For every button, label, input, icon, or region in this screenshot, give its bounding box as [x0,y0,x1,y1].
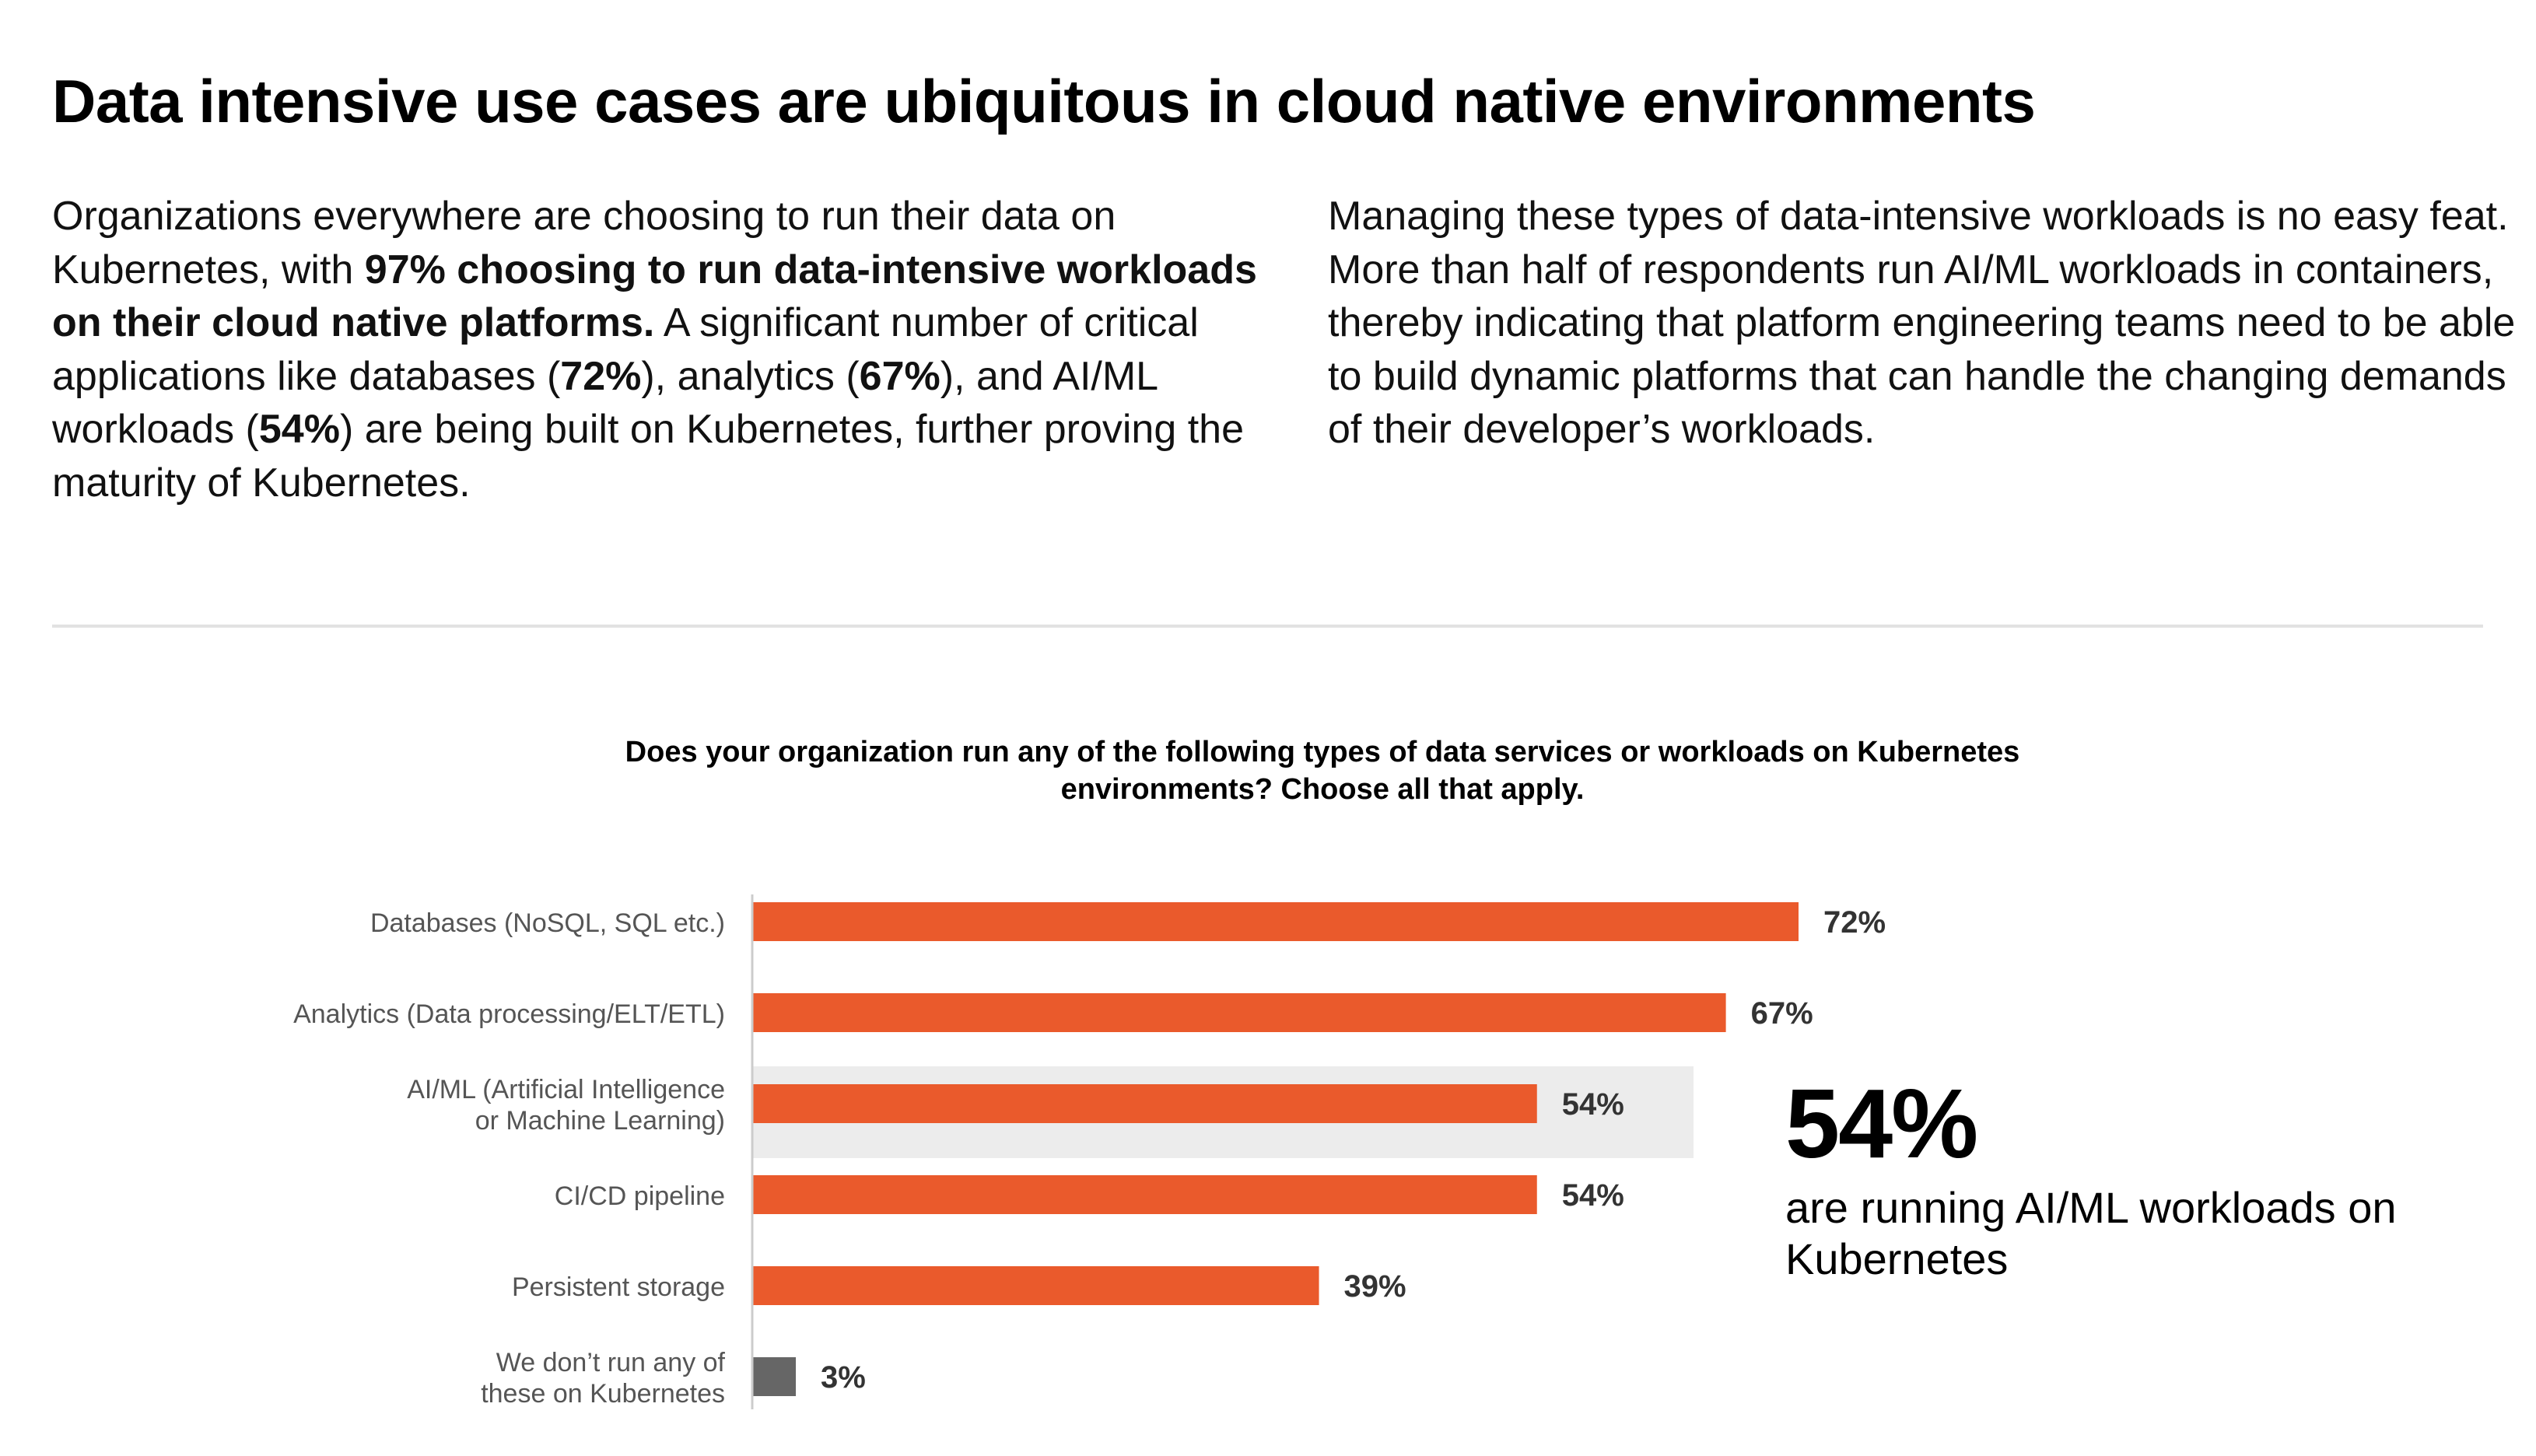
bar-4 [752,1266,1319,1305]
page-title: Data intensive use cases are ubiquitous … [52,67,2036,135]
value-label-5: 3% [821,1360,866,1395]
category-label-4-0: Persistent storage [512,1272,725,1302]
value-label-4: 39% [1344,1269,1406,1304]
callout: 54% are running AI/ML workloads on Kuber… [1785,1066,2485,1285]
bar-3 [752,1175,1537,1214]
bar-2 [752,1084,1537,1123]
value-label-0: 72% [1823,905,1886,940]
bar-0 [752,902,1799,941]
bar-1 [752,993,1726,1032]
intro-text-5: ) are being built on Kubernetes, further… [52,407,1245,506]
category-label-2-1: or Machine Learning) [475,1106,725,1136]
category-label-2-0: AI/ML (Artificial Intelligence [407,1075,725,1104]
intro-bold-72: 72% [560,353,642,399]
value-label-3: 54% [1562,1178,1624,1213]
intro-bold-54: 54% [258,407,340,452]
intro-bold-97: 97% choosing to run data-intensive workl… [52,247,1257,346]
category-label-0-0: Databases (NoSQL, SQL etc.) [370,908,725,938]
chart-title: Does your organization run any of the fo… [625,736,2020,806]
category-label-1-0: Analytics (Data processing/ELT/ETL) [293,999,725,1029]
intro-paragraph-right: Managing these types of data-intensive w… [1328,194,2516,452]
callout-value: 54% [1785,1069,1978,1178]
section-divider [52,625,2483,628]
category-label-3-0: CI/CD pipeline [555,1181,725,1211]
intro-text-1: Organizations everywhere are choosing to… [52,194,1116,292]
callout-text: are running AI/ML workloads on Kubernete… [1785,1183,2397,1283]
category-label-5-1: these on Kubernetes [481,1379,725,1409]
category-label-5-0: We don’t run any of [496,1348,726,1377]
value-label-1: 67% [1751,996,1813,1031]
intro-text-2: A significant number of critical applica… [52,300,1199,399]
intro-bold-67: 67% [859,353,940,399]
intro-text-4: ), and AI/ML workloads ( [52,353,1158,453]
intro-paragraph-left: Organizations everywhere are choosing to… [52,190,1297,509]
value-label-2: 54% [1562,1087,1624,1122]
intro-text-3: ), analytics ( [641,353,860,399]
bar-5 [752,1357,797,1396]
